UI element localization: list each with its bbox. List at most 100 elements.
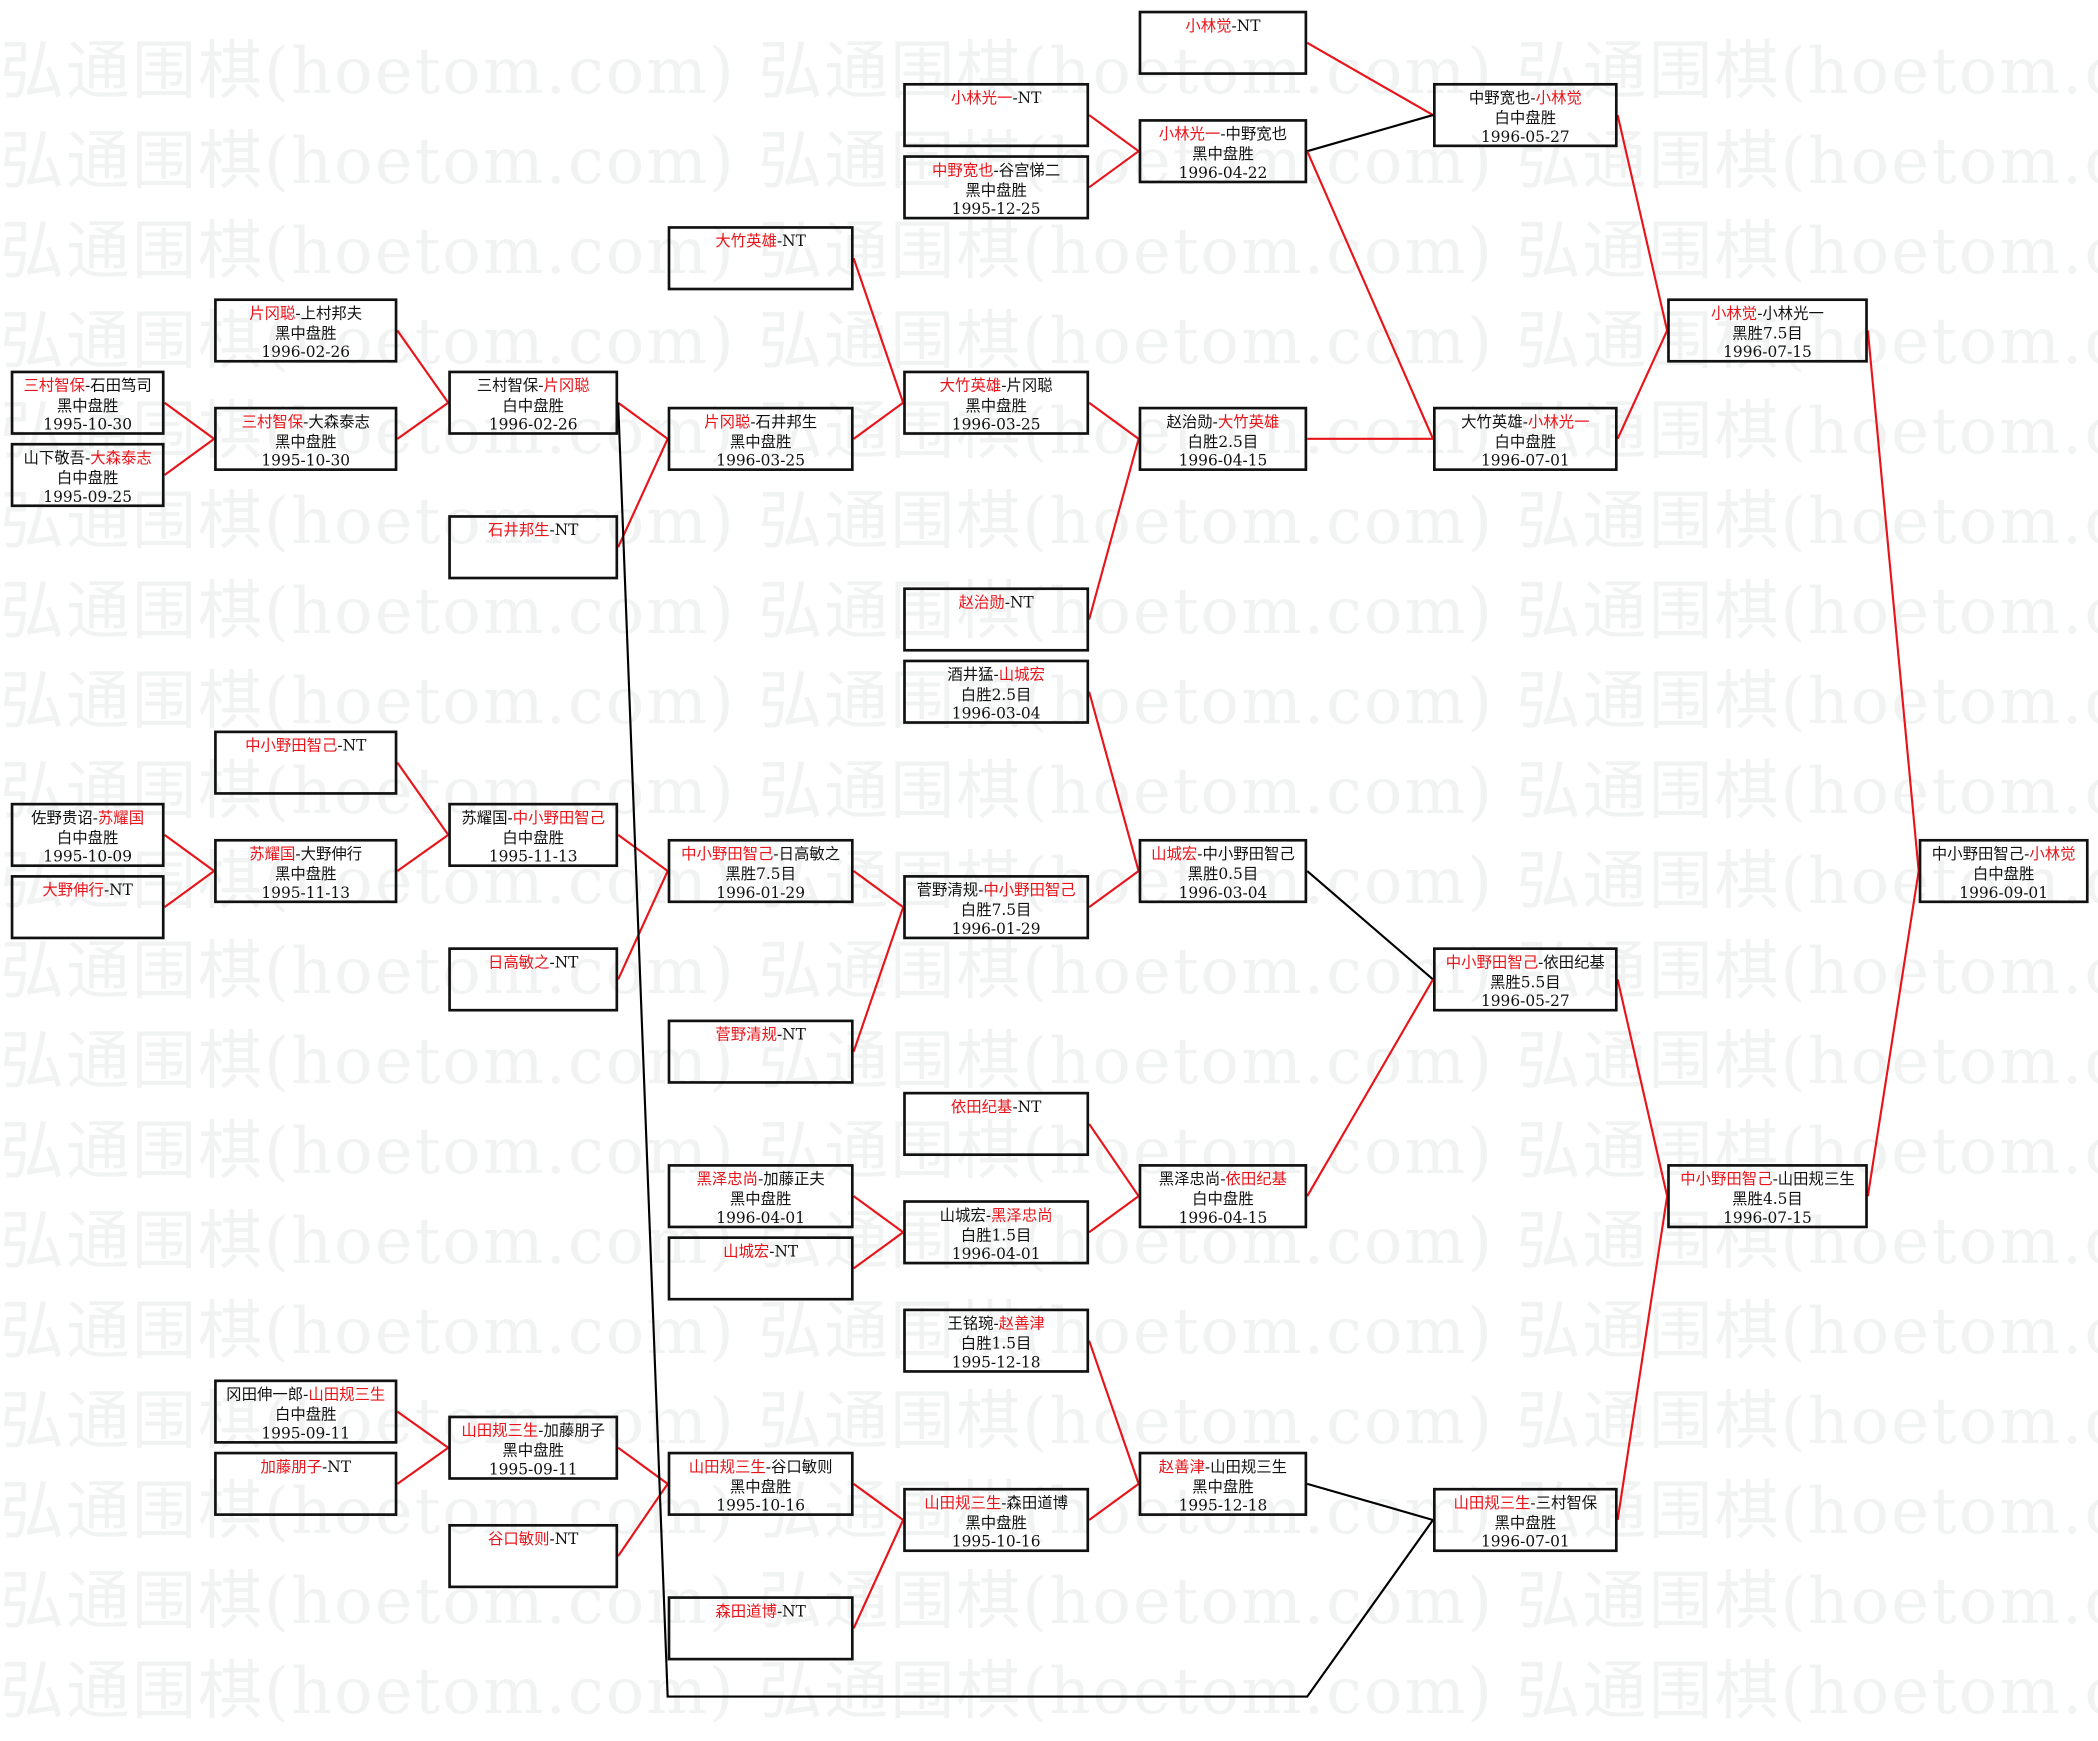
match-players: 小林觉-NT: [1141, 16, 1304, 35]
player-name: 小林觉: [1535, 88, 1582, 108]
bracket-connector: [1616, 1196, 1669, 1521]
match-result: 黑中盘胜: [274, 431, 337, 451]
bracket-connector: [1088, 870, 1140, 909]
match-players: 山田规三生-谷口敏则: [670, 1457, 851, 1476]
player-name: 片冈聪: [1006, 375, 1053, 395]
player-name: 加藤朋子: [543, 1420, 606, 1440]
separator: -: [993, 1313, 999, 1333]
player-name: 谷口敏则: [770, 1457, 833, 1476]
match-date: 1996-01-29: [951, 919, 1041, 938]
bracket-connector: [163, 437, 215, 476]
match-date: 1996-03-04: [951, 703, 1041, 723]
match-date: 1996-04-01: [716, 1208, 806, 1227]
match-result: 白中盘胜: [1494, 107, 1557, 127]
match-players: 山田规三生-加藤朋子: [451, 1421, 616, 1440]
match-date: 1995-09-11: [261, 1423, 351, 1443]
watermark-row: 弘通围棋(hoetom.com) 弘通围棋(hoetom.com) 弘通围棋(h…: [0, 485, 2098, 559]
match-date: 1996-04-15: [1178, 1208, 1268, 1227]
match-date: 1996-07-15: [1723, 1208, 1812, 1227]
separator: -: [1530, 88, 1536, 108]
match-result: 黑中盘胜: [56, 395, 119, 415]
player-name: 黑泽忠尚: [1158, 1169, 1221, 1189]
bracket-connector: [1088, 1340, 1140, 1485]
match-box: 中小野田智己-依田纪基 黑胜5.5目 1996-05-27: [1432, 947, 1618, 1012]
match-date: 1996-02-26: [261, 342, 351, 362]
separator: -: [549, 1529, 555, 1549]
bye-label: NT: [1017, 1097, 1042, 1116]
player-name: 苏耀国: [249, 844, 296, 864]
player-name: 小林光一: [950, 88, 1013, 108]
player-name: 中小野田智己: [512, 808, 606, 827]
player-name: 中小野田智己: [1680, 1169, 1773, 1189]
player-name: 中野宽也: [1468, 88, 1531, 108]
match-box: 中小野田智己-日高敏之 黑胜7.5目 1996-01-29: [667, 838, 854, 904]
match-result: 白中盘胜: [502, 395, 564, 415]
match-box: 黑泽忠尚-依田纪基 白中盘胜 1996-04-15: [1138, 1164, 1308, 1229]
bracket-connector: [163, 870, 215, 909]
player-name: 菅野清规: [916, 880, 979, 900]
match-result: 白胜2.5目: [1187, 431, 1259, 451]
bye-label: NT: [782, 231, 806, 251]
match-date: 1995-12-18: [951, 1352, 1041, 1372]
match-players: 片冈聪-上村邦夫: [217, 304, 395, 323]
match-players: 赵治勋-NT: [906, 593, 1087, 612]
match-box: 大竹英雄-小林光一 白中盘胜 1996-07-01: [1432, 406, 1618, 471]
player-name: 三村智保: [1535, 1493, 1598, 1512]
bracket-connector: [853, 870, 904, 909]
match-players: 依田纪基-NT: [906, 1097, 1087, 1116]
separator: -: [769, 1241, 775, 1261]
match-box: 大野伸行-NT: [10, 875, 165, 940]
match-result: 白中盘胜: [1494, 431, 1557, 451]
match-players: 小林光一-NT: [906, 88, 1087, 107]
bracket-connector: [396, 401, 449, 440]
match-box: 菅野清规-中小野田智己 白胜7.5目 1996-01-29: [903, 875, 1090, 940]
bracket-connector: [163, 401, 215, 440]
player-name: 山田规三生: [1777, 1169, 1855, 1189]
bracket-connector: [853, 401, 904, 440]
player-name: 菅野清规: [715, 1024, 777, 1044]
player-name: 酒井猛: [947, 664, 994, 684]
player-name: 三村智保: [241, 412, 304, 431]
match-box: 佐野贵诏-苏耀国 白中盘胜 1995-10-09: [10, 802, 165, 868]
watermark-row: 弘通围棋(hoetom.com) 弘通围棋(hoetom.com) 弘通围棋(h…: [0, 1115, 2098, 1189]
match-date: 1995-10-09: [43, 846, 133, 866]
player-name: 大竹英雄: [715, 231, 777, 251]
match-result: 白中盘胜: [1192, 1188, 1254, 1208]
watermark-row: 弘通围棋(hoetom.com) 弘通围棋(hoetom.com) 弘通围棋(h…: [0, 215, 2098, 289]
separator: -: [758, 1169, 764, 1189]
bracket-connector: [396, 834, 449, 872]
match-box: 赵治勋-NT: [903, 587, 1090, 652]
match-players: 加藤朋子-NT: [217, 1457, 395, 1476]
player-name: 黑泽忠尚: [991, 1205, 1053, 1225]
player-name: 大野伸行: [42, 880, 104, 900]
match-result: 黑中盘胜: [729, 1188, 792, 1208]
match-date: 1995-11-13: [488, 846, 578, 866]
match-result: 黑胜5.5目: [1489, 972, 1561, 991]
match-box: 石井邦生-NT: [448, 515, 619, 580]
bracket-connector: [617, 402, 1434, 1698]
player-name: 中小野田智己: [1931, 844, 2025, 864]
separator: -: [1197, 844, 1203, 864]
separator: -: [1012, 1097, 1018, 1116]
separator: -: [549, 520, 555, 540]
player-name: 片冈聪: [704, 412, 751, 431]
player-name: 中小野田智己: [681, 844, 774, 864]
player-name: 小林光一: [1762, 303, 1824, 323]
separator: -: [1001, 375, 1007, 395]
match-result: 黑中盘胜: [729, 431, 792, 451]
separator: -: [549, 952, 555, 972]
match-result: 黑中盘胜: [965, 395, 1027, 415]
player-name: 片冈聪: [543, 375, 590, 395]
match-players: 中野宽也-谷宫悌二: [906, 161, 1087, 180]
player-name: 依田纪基: [950, 1097, 1013, 1116]
player-name: 赵治勋: [958, 592, 1005, 612]
match-date: 1996-03-04: [1178, 883, 1268, 902]
match-result: 黑中盘胜: [274, 863, 337, 883]
separator: -: [1772, 1169, 1778, 1189]
match-result: 白胜1.5目: [960, 1224, 1032, 1244]
match-result: 黑胜0.5目: [1187, 863, 1259, 883]
separator: -: [750, 412, 756, 431]
match-result: 白胜1.5目: [960, 1333, 1032, 1353]
watermark-row: 弘通围棋(hoetom.com) 弘通围棋(hoetom.com) 弘通围棋(h…: [0, 1655, 2098, 1729]
